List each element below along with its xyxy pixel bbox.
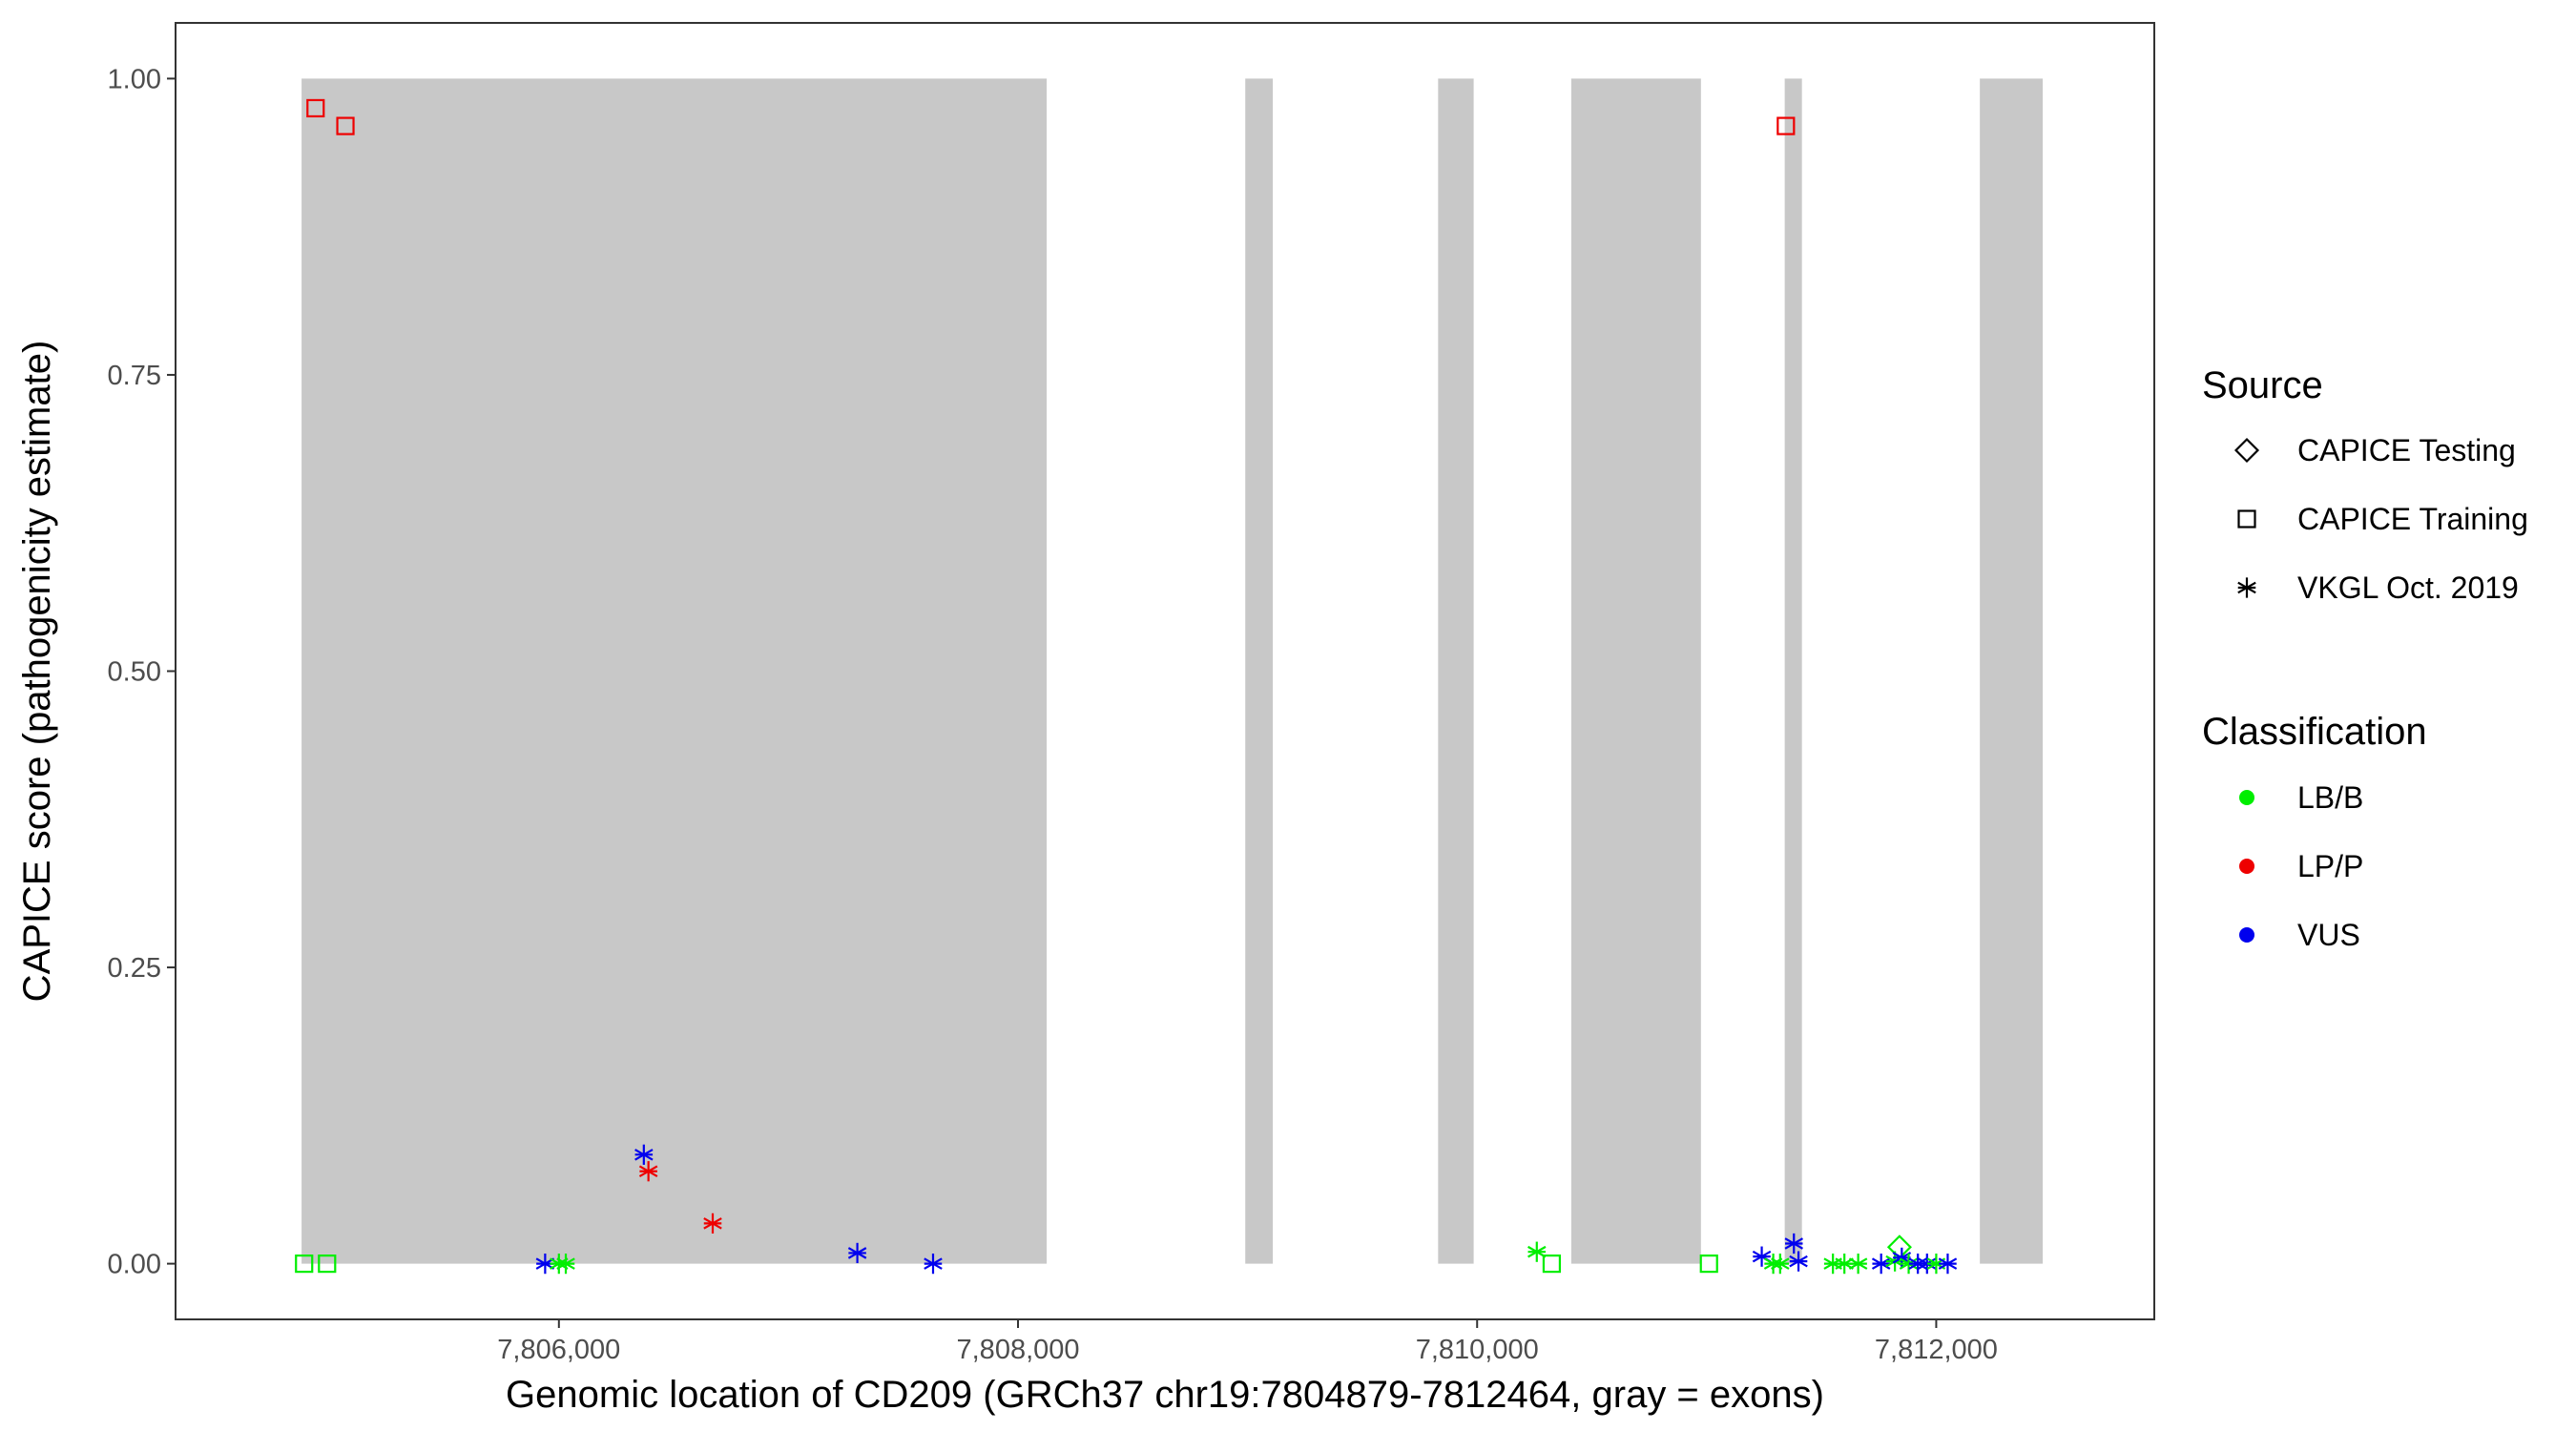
legend-key-diamond-icon — [2233, 437, 2260, 464]
x-axis-title: Genomic location of CD209 (GRCh37 chr19:… — [506, 1374, 1824, 1416]
data-point — [1699, 1255, 1718, 1274]
data-point — [1789, 1251, 1808, 1272]
legend-source-title: Source — [2202, 364, 2323, 406]
data-point — [1784, 1233, 1804, 1255]
legend-classification-items: LB/B LP/P VUS — [2239, 780, 2363, 952]
exon-bands — [301, 78, 2044, 1264]
y-tick-label: 0.00 — [108, 1250, 161, 1280]
data-point — [847, 1242, 867, 1264]
legend-source-label: CAPICE Training — [2297, 502, 2528, 536]
legend-classification-label: LP/P — [2297, 849, 2363, 883]
x-tick-label: 7,810,000 — [1416, 1335, 1539, 1365]
data-point — [318, 1255, 337, 1274]
data-point — [1527, 1241, 1547, 1262]
axes: 0.00 0.25 0.50 0.75 1.00 7,806,000 7,808,000 7,… — [108, 64, 1998, 1365]
legend-key-dot-icon — [2239, 927, 2254, 943]
data-point — [1776, 116, 1796, 135]
legend-classification-label: VUS — [2297, 918, 2360, 952]
data-point — [1542, 1255, 1562, 1274]
data-points — [295, 98, 1958, 1275]
legend-classification-title: Classification — [2202, 711, 2427, 753]
data-point — [1908, 1253, 1927, 1275]
exon-band — [301, 78, 1048, 1264]
legend-key-dot-icon — [2239, 859, 2254, 874]
data-point — [556, 1253, 575, 1275]
data-point — [306, 98, 325, 118]
x-tick-label: 7,812,000 — [1875, 1335, 1998, 1365]
exon-band — [1980, 78, 2044, 1264]
y-tick-label: 0.25 — [108, 953, 161, 984]
data-point — [295, 1255, 314, 1274]
data-point — [1848, 1253, 1868, 1275]
legend: Source CAPICE Testing CAPICE Training VKGL… — [2202, 364, 2528, 952]
legend-source-items: CAPICE Testing CAPICE Training VKGL Oct. 2… — [2233, 433, 2528, 605]
x-tick-label: 7,806,000 — [497, 1335, 620, 1365]
y-tick-label: 1.00 — [108, 64, 161, 94]
data-point — [703, 1213, 722, 1234]
y-axis-title: CAPICE score (pathogenicity estimate) — [16, 341, 58, 1003]
legend-key-asterisk-icon — [2237, 577, 2256, 598]
legend-classification-label: LB/B — [2297, 780, 2363, 815]
y-tick-label: 0.75 — [108, 361, 161, 391]
data-point — [1938, 1253, 1958, 1275]
y-tick-label: 0.50 — [108, 657, 161, 688]
data-point — [638, 1161, 658, 1182]
exon-band — [1438, 78, 1474, 1264]
data-point — [1752, 1246, 1772, 1267]
data-point — [634, 1144, 654, 1165]
x-tick-label: 7,808,000 — [957, 1335, 1080, 1365]
plot-panel — [175, 22, 2155, 1320]
legend-key-dot-icon — [2239, 790, 2254, 805]
legend-source-label: CAPICE Testing — [2297, 433, 2516, 467]
data-point — [924, 1253, 943, 1275]
legend-source-label: VKGL Oct. 2019 — [2297, 570, 2519, 605]
exon-band — [1245, 78, 1274, 1264]
data-point — [1771, 1253, 1790, 1275]
data-point — [1918, 1253, 1937, 1275]
exon-band — [1784, 78, 1802, 1264]
exon-band — [1570, 78, 1701, 1264]
legend-key-square-icon — [2237, 509, 2256, 529]
data-point — [336, 116, 355, 135]
